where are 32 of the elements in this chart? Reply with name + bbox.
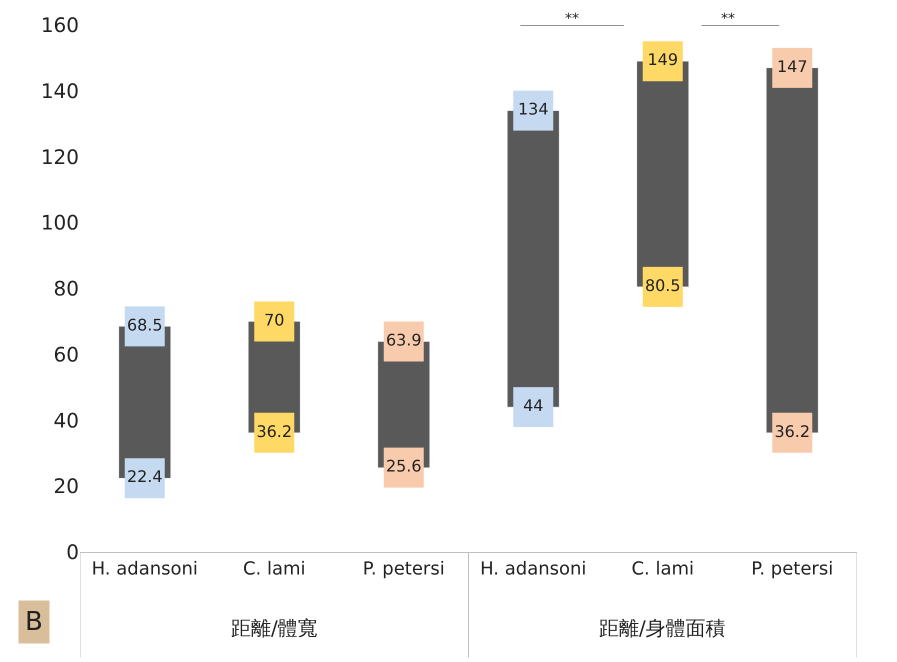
x-tick-label: C. lami (242, 558, 306, 580)
data-label: 36.2 (774, 422, 810, 441)
annotation: ** (721, 11, 735, 27)
annotation: ** (565, 11, 579, 27)
data-label: 134 (518, 100, 549, 119)
y-tick-label: 0 (66, 540, 79, 564)
data-label: 70 (264, 310, 284, 330)
data-label: 149 (647, 50, 678, 70)
x-tick-label: P. petersi (751, 558, 834, 580)
data-label: 147 (776, 56, 808, 76)
text: 距離/身體面積 (599, 616, 726, 640)
data-label: 80.5 (644, 276, 681, 295)
y-tick-label: 100 (40, 210, 79, 235)
x-tick-label: P. petersi (362, 558, 445, 580)
x-tick-label: H. adansoni (480, 558, 586, 580)
y-tick-label: 160 (40, 13, 79, 37)
y-tick-label: 60 (54, 342, 79, 366)
text: 距離/體寬 (231, 616, 318, 640)
data-label: 44 (523, 396, 544, 416)
data-label: 68.5 (126, 315, 163, 334)
data-label: 25.6 (386, 456, 422, 476)
y-tick-label: 120 (40, 144, 79, 169)
y-tick-label: 40 (54, 408, 79, 432)
x-tick-label: H. adansoni (92, 558, 198, 580)
text: B (25, 607, 43, 637)
y-tick-label: 20 (54, 474, 79, 498)
data-label: 22.4 (126, 467, 163, 486)
data-label: 36.2 (256, 422, 292, 441)
y-tick-label: 140 (40, 78, 79, 103)
data-label: 63.9 (386, 330, 422, 350)
x-tick-label: C. lami (631, 558, 694, 580)
y-tick-label: 80 (54, 276, 79, 300)
